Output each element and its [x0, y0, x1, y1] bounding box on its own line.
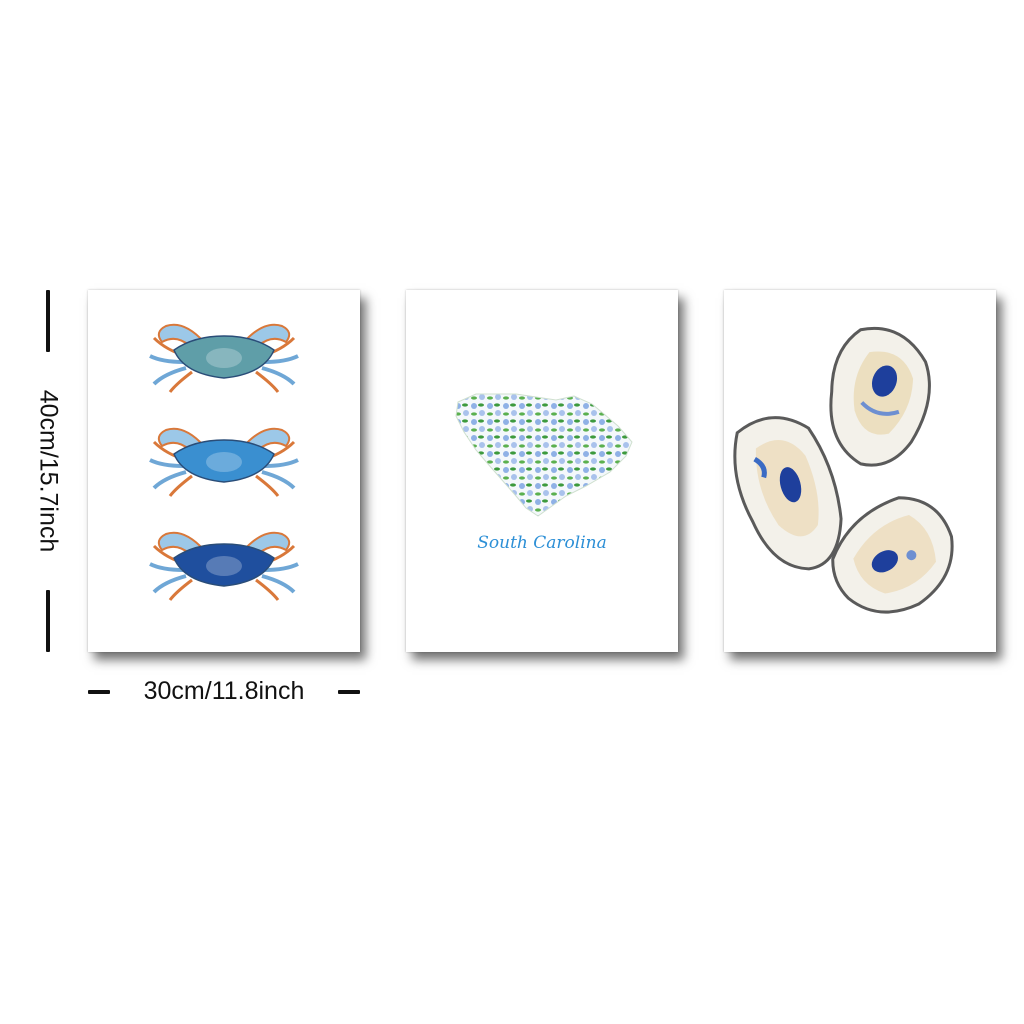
crab-illustration — [148, 322, 300, 602]
height-dimension: 40cm/15.7inch — [28, 290, 68, 652]
oyster-left — [733, 416, 843, 571]
width-bar-right — [338, 690, 360, 694]
oyster-bottom — [831, 496, 954, 614]
crab-top — [148, 322, 300, 394]
crab-bottom — [148, 530, 300, 602]
caption-text: South Carolina — [477, 533, 606, 553]
oyster-illustration — [733, 326, 954, 614]
height-label: 40cm/15.7inch — [34, 389, 63, 553]
crab-middle — [148, 426, 300, 498]
width-dimension: 30cm/11.8inch — [88, 676, 360, 710]
south-carolina-art-print: South Carolina — [406, 290, 678, 652]
height-bar-bottom — [46, 590, 50, 652]
height-bar-top — [46, 290, 50, 352]
south-carolina-map: South Carolina — [455, 393, 633, 553]
width-bar-left — [88, 690, 110, 694]
oyster-top — [829, 326, 931, 467]
crab-art-print — [88, 290, 360, 652]
state-shape — [455, 393, 633, 517]
width-label: 30cm/11.8inch — [143, 677, 305, 705]
oyster-art-print — [724, 290, 996, 652]
